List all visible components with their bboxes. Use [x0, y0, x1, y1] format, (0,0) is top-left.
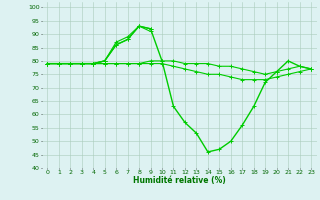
X-axis label: Humidité relative (%): Humidité relative (%): [133, 176, 226, 185]
